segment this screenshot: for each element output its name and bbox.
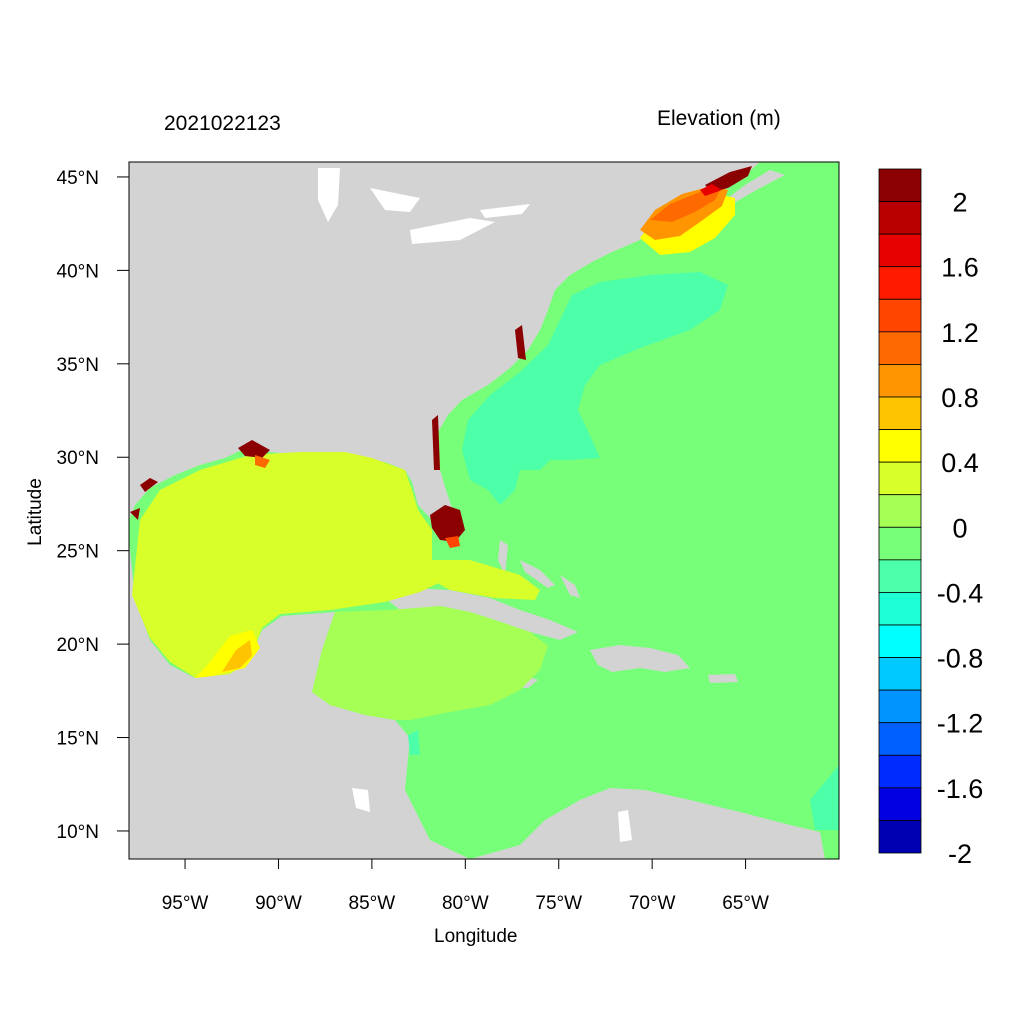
y-axis: 45°N 40°N 35°N 30°N 25°N 20°N 15°N 10°N bbox=[57, 168, 129, 843]
colorbar-swatch bbox=[878, 494, 922, 528]
colorbar-label: -2 bbox=[948, 839, 972, 869]
great-lakes bbox=[318, 168, 530, 244]
campeche-surge-field bbox=[195, 630, 260, 678]
colorbar-swatch bbox=[878, 559, 922, 593]
variable-title: Elevation (m) bbox=[657, 107, 781, 130]
yucatan-transition-field bbox=[432, 560, 540, 600]
east-caribbean-negative-field bbox=[810, 765, 839, 830]
y-tick-label: 20°N bbox=[57, 635, 99, 656]
hispaniola-land bbox=[590, 645, 690, 672]
y-tick-label: 30°N bbox=[57, 448, 99, 469]
x-tick-label: 90°W bbox=[255, 893, 302, 914]
bay-of-fundy-surge-field bbox=[705, 166, 752, 192]
colorbar-swatch bbox=[878, 168, 922, 202]
gulf-of-mexico-field bbox=[132, 452, 445, 678]
x-axis-title: Longitude bbox=[434, 926, 518, 947]
x-tick-label: 85°W bbox=[349, 893, 396, 914]
caribbean-west-field bbox=[312, 606, 548, 720]
gulf-of-maine-red-field bbox=[650, 186, 722, 222]
x-tick-label: 95°W bbox=[162, 893, 209, 914]
colorbar: 2 1.6 1.2 0.8 0.4 0 -0.4 -0.8 -1.2 -1.6 -2 bbox=[878, 168, 984, 869]
mississippi-delta-surge bbox=[255, 455, 270, 468]
y-tick-label: 40°N bbox=[57, 261, 99, 282]
florida-east-coast-surge bbox=[432, 415, 440, 470]
colorbar-swatch bbox=[878, 754, 922, 789]
plot-timestamp-title: 2021022123 bbox=[164, 112, 281, 135]
y-tick-label: 25°N bbox=[57, 542, 99, 563]
y-tick-label: 45°N bbox=[57, 168, 99, 189]
colorbar-label: -0.4 bbox=[937, 578, 984, 608]
negative-anomaly-field bbox=[462, 272, 728, 505]
colorbar-label: 0 bbox=[952, 513, 967, 543]
colorbar-swatch bbox=[878, 624, 922, 658]
puerto-rico-land bbox=[708, 674, 738, 683]
colorbar-label: -1.2 bbox=[937, 709, 984, 739]
colorbar-swatch bbox=[878, 396, 922, 430]
lakes bbox=[318, 168, 632, 842]
colorbar-swatch bbox=[878, 657, 922, 691]
south-america-land bbox=[470, 788, 825, 859]
map-panel bbox=[129, 162, 839, 859]
coastal-inundation-specks bbox=[130, 325, 526, 520]
colorbar-swatch bbox=[878, 201, 922, 235]
florida-keys-surge-field bbox=[445, 536, 460, 548]
colorbar-swatch bbox=[878, 331, 922, 365]
colorbar-label: -0.8 bbox=[937, 644, 984, 674]
x-tick-label: 65°W bbox=[722, 893, 769, 914]
carolina-coast-surge bbox=[515, 325, 526, 360]
panama-negative-field bbox=[408, 730, 420, 755]
south-florida-surge-field bbox=[430, 505, 465, 542]
bay-of-fundy-red-field bbox=[700, 184, 722, 196]
colorbar-swatch bbox=[878, 787, 922, 821]
colorbar-swatch bbox=[878, 722, 922, 756]
lake-nicaragua bbox=[352, 788, 370, 812]
colorbar-swatch bbox=[878, 364, 922, 398]
colorbar-label: 0.8 bbox=[941, 383, 979, 413]
nova-scotia-land bbox=[728, 170, 785, 205]
x-tick-label: 75°W bbox=[535, 893, 582, 914]
colorbar-swatch bbox=[878, 298, 922, 333]
x-axis: 95°W 90°W 85°W 80°W 75°W 70°W 65°W bbox=[162, 859, 769, 914]
colorbar-swatch bbox=[878, 820, 922, 854]
colorbar-swatch bbox=[878, 592, 922, 626]
colorbar-label: -1.6 bbox=[937, 774, 984, 804]
colorbar-swatch bbox=[878, 461, 922, 496]
colorbar-swatch bbox=[878, 233, 922, 268]
bahamas-islands bbox=[498, 540, 580, 598]
colorbar-swatch bbox=[878, 689, 922, 724]
land-masses bbox=[129, 162, 825, 859]
north-america-land bbox=[129, 162, 760, 540]
colorbar-label: 2 bbox=[952, 188, 967, 218]
plot-frame bbox=[128, 161, 840, 860]
lake-maracaibo bbox=[618, 810, 632, 842]
y-tick-label: 10°N bbox=[57, 822, 99, 843]
colorbar-swatch bbox=[878, 526, 922, 561]
colorbar-label: 1.2 bbox=[941, 318, 979, 348]
x-tick-label: 70°W bbox=[629, 893, 676, 914]
louisiana-coast-surge bbox=[238, 440, 270, 458]
cuba-land bbox=[385, 588, 578, 640]
campeche-orange-field bbox=[222, 640, 252, 672]
y-tick-label: 15°N bbox=[57, 729, 99, 750]
colorbar-swatch bbox=[878, 429, 922, 463]
colorbar-label: 1.6 bbox=[941, 253, 979, 283]
x-tick-label: 80°W bbox=[442, 893, 489, 914]
colorbar-swatch bbox=[878, 266, 922, 300]
colorbar-label: 0.4 bbox=[941, 448, 979, 478]
texas-coast-surge bbox=[130, 478, 158, 520]
y-tick-label: 35°N bbox=[57, 355, 99, 376]
mexico-central-america-land bbox=[129, 540, 470, 859]
